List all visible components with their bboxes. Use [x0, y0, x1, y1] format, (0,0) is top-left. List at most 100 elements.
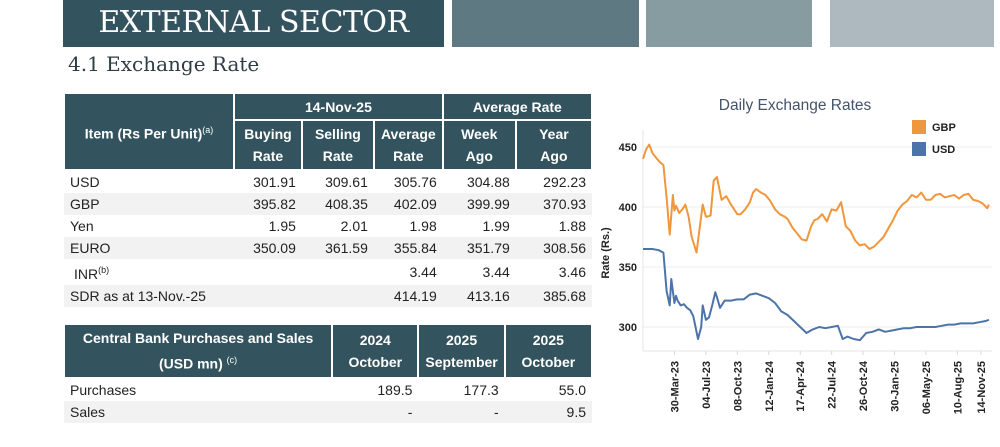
x-tick-label: 30-Jan-25 — [890, 361, 902, 412]
cb-row-label: Purchases — [70, 382, 137, 398]
item-header: Item (Rs Per Unit)(a) — [62, 92, 236, 171]
rate-value: 305.76 — [393, 174, 437, 190]
cb-value: 177.3 — [463, 382, 499, 398]
rate-value: 395.82 — [234, 193, 302, 215]
col-header-line: Rate — [252, 148, 284, 164]
rate-value: 1.95 — [268, 218, 296, 234]
y-tick-label: 300 — [619, 322, 637, 334]
cb-col-header: 2024 October — [331, 323, 420, 379]
cb-col-year: 2025 — [532, 332, 564, 348]
rate-item: EURO — [64, 237, 235, 259]
x-tick-label: 06-May-25 — [921, 361, 933, 414]
rate-row: SDR as at 13-Nov.-25 414.19 413.16 385.68 — [64, 284, 592, 307]
rate-value — [301, 284, 374, 307]
daily-exchange-rate-chart: 300 350 400 450 Rate (Rs.) 30-Mar-23 04-Jul-23… — [600, 120, 992, 414]
rate-value: 308.56 — [515, 237, 592, 259]
rate-item-label: GBP — [70, 196, 100, 212]
rate-value: 3.46 — [558, 263, 586, 280]
x-tick-label: 30-Mar-23 — [669, 361, 681, 412]
x-tick-label: 08-Oct-23 — [732, 361, 744, 411]
rate-value: 1.98 — [409, 218, 437, 234]
rate-item-label: INR — [74, 265, 99, 282]
x-tick-label: 10-Aug-25 — [952, 361, 964, 414]
col-header-line: Average — [380, 126, 436, 142]
rate-value: 309.61 — [325, 174, 368, 190]
col-header-line: Buying — [244, 126, 292, 142]
banner-title: EXTERNAL SECTOR — [98, 5, 409, 40]
rate-item-note: (b) — [98, 265, 110, 275]
x-tick-label: 04-Jul-23 — [701, 361, 713, 409]
item-header-label: Item (Rs Per Unit) — [84, 125, 203, 142]
cb-header-line2: (USD mn) — [158, 355, 223, 372]
cb-value: - — [418, 401, 505, 423]
rate-value: 3.44 — [409, 263, 437, 280]
rate-value — [234, 284, 302, 307]
rate-item: GBP — [64, 193, 235, 215]
rate-value: 350.09 — [234, 237, 302, 259]
col-header-selling: Selling Rate — [300, 119, 375, 171]
rate-value — [302, 259, 374, 285]
rate-row: Yen 1.95 2.01 1.98 1.99 1.88 — [64, 215, 592, 237]
cb-header-note: (c) — [226, 355, 238, 366]
rate-value: 301.91 — [253, 174, 296, 190]
col-header-year-ago: Year Ago — [514, 119, 594, 171]
rate-value: 3.44 — [482, 263, 510, 280]
banner-block-3 — [646, 0, 812, 47]
rate-value — [234, 259, 302, 285]
col-header-line: Rate — [322, 148, 354, 164]
legend-swatch-gbp — [912, 120, 926, 134]
rate-item: Yen — [64, 215, 234, 237]
col-header-week-ago: Week Ago — [441, 119, 517, 171]
col-header-buying: Buying Rate — [233, 119, 303, 171]
rate-value: 402.09 — [373, 193, 443, 215]
rate-value: 413.16 — [442, 284, 516, 307]
rate-item-label: Yen — [70, 218, 94, 234]
section-title: 4.1 Exchange Rate — [68, 52, 260, 76]
legend-label-usd: USD — [932, 144, 955, 156]
y-tick-label: 350 — [619, 262, 637, 274]
cb-col-month: September — [425, 354, 498, 370]
col-header-line: Week — [461, 126, 498, 142]
rate-value: 355.84 — [373, 237, 443, 259]
banner-main: EXTERNAL SECTOR — [63, 0, 444, 47]
cb-col-header: 2025 September — [417, 323, 506, 379]
item-header-note: (a) — [202, 124, 214, 135]
cb-header-line1: Central Bank Purchases and Sales — [82, 330, 314, 347]
cb-row: Sales - -9.5 — [64, 401, 592, 423]
col-header-line: Ago — [465, 148, 493, 164]
rate-value: 370.93 — [515, 193, 592, 215]
rate-value: 399.99 — [442, 193, 516, 215]
cb-value: 9.5 — [504, 401, 592, 423]
rate-value: 361.59 — [301, 237, 374, 259]
banner-block-4 — [830, 0, 994, 47]
rate-value: 408.35 — [301, 193, 374, 215]
rate-row: USD 301.91 309.61 305.76 304.88 292.23 — [64, 170, 592, 193]
rate-item: SDR as at 13-Nov.-25 — [64, 284, 235, 307]
rate-row: INR(b) 3.44 3.44 3.46 — [64, 259, 592, 285]
cb-col-month: October — [348, 354, 403, 370]
col-header-line: Selling — [314, 126, 361, 142]
cb-value: 189.5 — [377, 382, 413, 398]
date-group-header: 14-Nov-25 — [233, 92, 444, 121]
rate-item: INR(b) — [64, 259, 234, 285]
y-axis-label: Rate (Rs.) — [600, 227, 612, 279]
col-header-line: Year — [539, 126, 569, 142]
x-tick-label: 14-Nov-25 — [976, 361, 988, 414]
exchange-rate-table: Item (Rs Per Unit)(a) 14-Nov-25 Average … — [62, 92, 594, 307]
cb-col-month: October — [521, 354, 576, 370]
cb-col-year: 2025 — [445, 332, 478, 348]
cb-row-label: Sales — [64, 401, 333, 423]
col-header-average: Average Rate — [372, 119, 444, 171]
rate-value: 1.88 — [558, 218, 586, 234]
series-line-gbp — [642, 143, 990, 254]
rate-item-label: SDR as at 13-Nov.-25 — [70, 287, 206, 304]
rate-value: 1.99 — [482, 218, 510, 234]
x-tick-label: 17-Apr-24 — [795, 360, 807, 412]
col-header-line: Ago — [540, 148, 568, 164]
cb-row: Purchases 189.5 177.3 55.0 — [64, 378, 592, 401]
cb-col-year: 2024 — [359, 332, 391, 348]
x-tick-label: 22-Jul-24 — [827, 360, 839, 409]
rate-item-label: EURO — [70, 240, 111, 256]
col-header-line: Rate — [393, 148, 424, 164]
average-group-header: Average Rate — [441, 92, 594, 121]
